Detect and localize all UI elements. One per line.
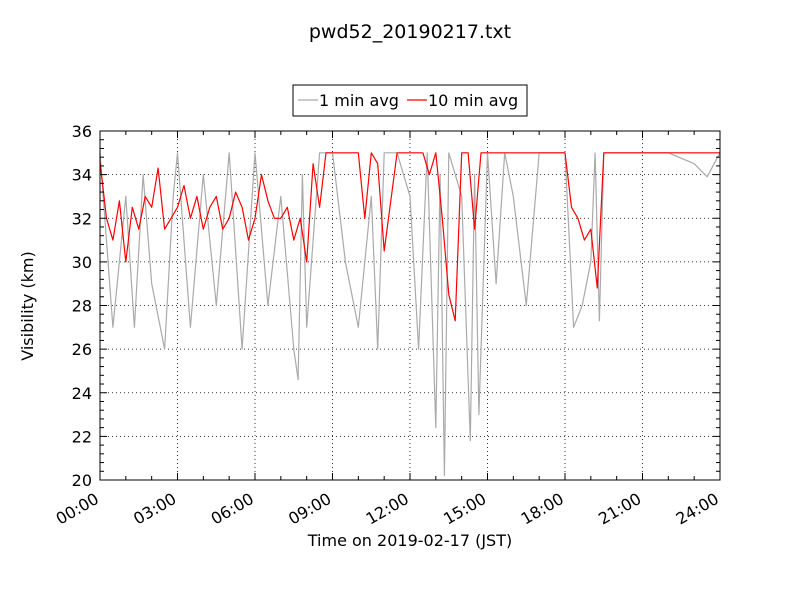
- ticks: [99, 130, 721, 481]
- legend-label-10-min-avg: 10 min avg: [428, 91, 518, 110]
- gridlines: [100, 131, 720, 480]
- chart-title: pwd52_20190217.txt: [309, 21, 511, 43]
- series-layer: [99, 152, 721, 477]
- y-tick-label: 34: [72, 166, 92, 185]
- y-tick-label: 36: [72, 122, 92, 141]
- series-line-10-min-avg: [99, 152, 720, 322]
- y-axis-label: Visibility (km): [18, 251, 37, 360]
- series-line-1-min-avg: [99, 152, 721, 477]
- y-tick-labels: 20 22 24 26 28 30 32 34 36: [72, 122, 92, 490]
- y-tick-label: 24: [72, 384, 92, 403]
- y-tick-label: 30: [72, 253, 92, 272]
- y-tick-label: 26: [72, 340, 92, 359]
- y-tick-label: 20: [72, 471, 92, 490]
- y-tick-label: 28: [72, 297, 92, 316]
- y-tick-label: 32: [72, 209, 92, 228]
- y-tick-label: 22: [72, 427, 92, 446]
- legend-label-1-min-avg: 1 min avg: [319, 91, 399, 110]
- legend: 1 min avg 10 min avg: [292, 84, 528, 117]
- x-axis-label: Time on 2019-02-17 (JST): [307, 531, 512, 550]
